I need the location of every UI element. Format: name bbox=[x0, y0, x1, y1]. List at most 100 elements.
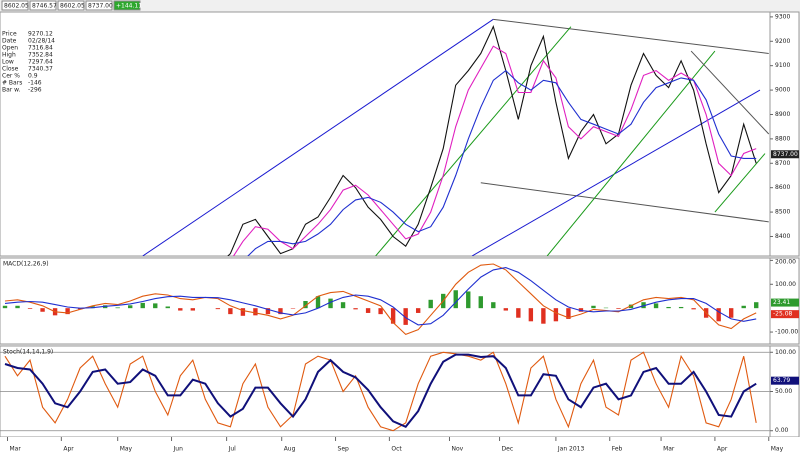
info-key: Date bbox=[2, 38, 17, 45]
histogram-bar bbox=[754, 302, 759, 309]
trend-line bbox=[546, 50, 716, 256]
info-key: Open bbox=[2, 45, 18, 52]
value-marker-label: 8737.00 bbox=[773, 151, 798, 158]
histogram-bar bbox=[228, 308, 233, 315]
info-value: 7340.37 bbox=[28, 66, 53, 73]
value-marker bbox=[771, 376, 799, 385]
x-tick-label: Nov bbox=[451, 446, 463, 453]
trend-line bbox=[480, 182, 769, 223]
trend-line bbox=[375, 26, 572, 256]
trend-line bbox=[714, 153, 766, 213]
histogram-bar bbox=[566, 308, 571, 319]
histogram-bar bbox=[453, 290, 458, 309]
info-value: -146 bbox=[28, 80, 42, 87]
plot bbox=[142, 18, 770, 256]
info-value: 9270.12 bbox=[28, 31, 53, 38]
series-line bbox=[4, 351, 757, 432]
histogram-bar bbox=[40, 308, 45, 312]
histogram-bar bbox=[378, 308, 383, 315]
histogram-bar bbox=[253, 308, 258, 316]
y-tick-label: 100.00 bbox=[775, 281, 796, 288]
histogram-bar bbox=[165, 306, 170, 309]
histogram-bar bbox=[190, 308, 196, 311]
y-tick-label: 50.00 bbox=[775, 388, 792, 395]
x-tick-label: Aug bbox=[284, 446, 296, 453]
x-tick-label: Jun bbox=[173, 446, 184, 453]
info-key: Close bbox=[2, 66, 19, 73]
histogram-bar bbox=[390, 308, 396, 324]
histogram-bar bbox=[140, 302, 145, 309]
value-marker-label: -25.08 bbox=[773, 311, 793, 318]
x-tick-label: Apr bbox=[63, 446, 74, 453]
header-box bbox=[29, 0, 57, 11]
histogram-bar bbox=[365, 308, 371, 313]
value-marker bbox=[771, 298, 799, 307]
info-key: Cer % bbox=[2, 73, 20, 80]
histogram-bar bbox=[128, 305, 133, 309]
x-tick-label: May bbox=[771, 446, 784, 453]
pane-title: MACD(12,26,9) bbox=[3, 261, 49, 268]
x-tick-label: Jan 2013 bbox=[557, 446, 585, 453]
info-value: -296 bbox=[28, 87, 42, 94]
trend-line bbox=[690, 50, 770, 135]
histogram-bar bbox=[678, 306, 684, 309]
series-line bbox=[227, 25, 757, 256]
info-value: 7352.84 bbox=[28, 52, 53, 59]
histogram-bar bbox=[77, 308, 83, 310]
histogram-bar bbox=[666, 306, 671, 309]
histogram-bar bbox=[215, 308, 221, 310]
histogram-bar bbox=[328, 298, 333, 309]
pane bbox=[0, 257, 800, 345]
header-value: +144.11 bbox=[116, 3, 142, 10]
histogram-bar bbox=[466, 291, 471, 309]
header-box bbox=[85, 0, 113, 11]
histogram-bar bbox=[265, 308, 271, 315]
info-key: Low bbox=[2, 59, 14, 66]
histogram-bar bbox=[428, 299, 433, 309]
y-tick-label: 8900 bbox=[775, 111, 790, 118]
trend-line bbox=[142, 18, 494, 256]
y-tick-label: 8500 bbox=[775, 209, 790, 216]
histogram-bar bbox=[516, 308, 521, 318]
x-tick-label: Mar bbox=[10, 446, 22, 453]
histogram-bar bbox=[553, 308, 559, 322]
y-tick-label: 8700 bbox=[775, 160, 790, 167]
header-value: 8602.05 bbox=[60, 3, 85, 10]
info-value: 02/28/14 bbox=[28, 38, 55, 45]
histogram-bar bbox=[65, 308, 70, 315]
y-tick-label: 9000 bbox=[775, 87, 790, 94]
histogram-bar bbox=[653, 303, 659, 309]
x-tick-label: Feb bbox=[612, 446, 623, 453]
info-key: High bbox=[2, 52, 16, 59]
header-box bbox=[57, 0, 85, 11]
header-box bbox=[113, 0, 141, 11]
info-key: Bar w. bbox=[2, 87, 21, 94]
x-tick-label: Jul bbox=[228, 446, 237, 453]
histogram-bar bbox=[15, 305, 20, 309]
histogram-bar bbox=[641, 302, 646, 309]
info-value: 7316.84 bbox=[28, 45, 53, 52]
histogram-bar bbox=[278, 308, 283, 315]
plot bbox=[0, 351, 770, 432]
histogram-bar bbox=[415, 308, 421, 313]
trend-line bbox=[493, 18, 769, 54]
histogram-bar bbox=[315, 296, 321, 309]
histogram-bar bbox=[728, 308, 734, 318]
y-tick-label: 8600 bbox=[775, 184, 790, 191]
histogram-bar bbox=[528, 308, 534, 322]
histogram-bar bbox=[541, 308, 546, 324]
histogram-bar bbox=[178, 308, 183, 311]
x-tick-label: Oct bbox=[391, 446, 402, 453]
value-marker bbox=[771, 150, 799, 159]
y-tick-label: 100.00 bbox=[775, 349, 796, 356]
histogram-bar bbox=[591, 305, 596, 309]
histogram-bar bbox=[340, 302, 346, 309]
histogram-bar bbox=[503, 308, 509, 311]
histogram-bar bbox=[616, 308, 621, 309]
series-line bbox=[4, 353, 757, 429]
histogram-bar bbox=[115, 307, 120, 309]
y-tick-label: 0.00 bbox=[775, 427, 789, 434]
y-tick-label: -100.00 bbox=[775, 329, 798, 336]
x-tick-label: Apr bbox=[717, 446, 728, 453]
y-tick-label: 200.00 bbox=[775, 259, 796, 266]
